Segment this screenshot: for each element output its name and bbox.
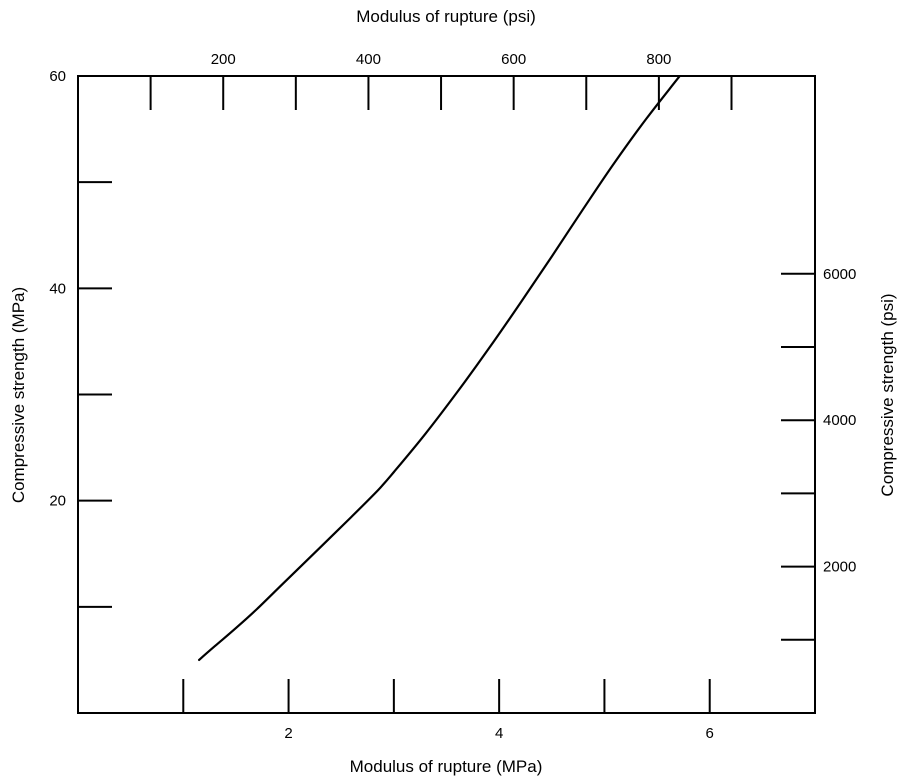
y-left-tick-label: 40 <box>49 280 66 297</box>
y-left-axis-title: Compressive strength (MPa) <box>9 287 28 503</box>
left-axis-ticks: 20 40 60 <box>49 68 112 608</box>
x-bottom-tick-label: 2 <box>284 725 292 742</box>
x-bottom-tick-label: 4 <box>495 725 503 742</box>
x-bottom-axis-title: Modulus of rupture (MPa) <box>350 757 543 776</box>
series-line <box>198 76 682 661</box>
bottom-axis-ticks: 2 4 6 <box>182 679 714 742</box>
right-axis-ticks: 2000 4000 6000 <box>781 266 856 641</box>
x-top-tick-label: 400 <box>356 51 381 68</box>
x-top-tick-label: 600 <box>501 51 526 68</box>
y-right-tick-label: 2000 <box>823 559 856 576</box>
x-top-tick-label: 200 <box>211 51 236 68</box>
x-top-axis-title: Modulus of rupture (psi) <box>356 7 536 26</box>
plot-frame <box>77 75 816 714</box>
y-left-tick-label: 60 <box>49 68 66 85</box>
series-layer <box>198 76 682 661</box>
y-left-tick-label: 20 <box>49 493 66 510</box>
x-bottom-tick-label: 6 <box>706 725 714 742</box>
y-right-tick-label: 4000 <box>823 412 856 429</box>
y-right-axis-title: Compressive strength (psi) <box>878 293 897 496</box>
top-axis-ticks: 200 400 600 800 <box>149 51 733 110</box>
y-right-tick-label: 6000 <box>823 266 856 283</box>
x-top-tick-label: 800 <box>646 51 671 68</box>
